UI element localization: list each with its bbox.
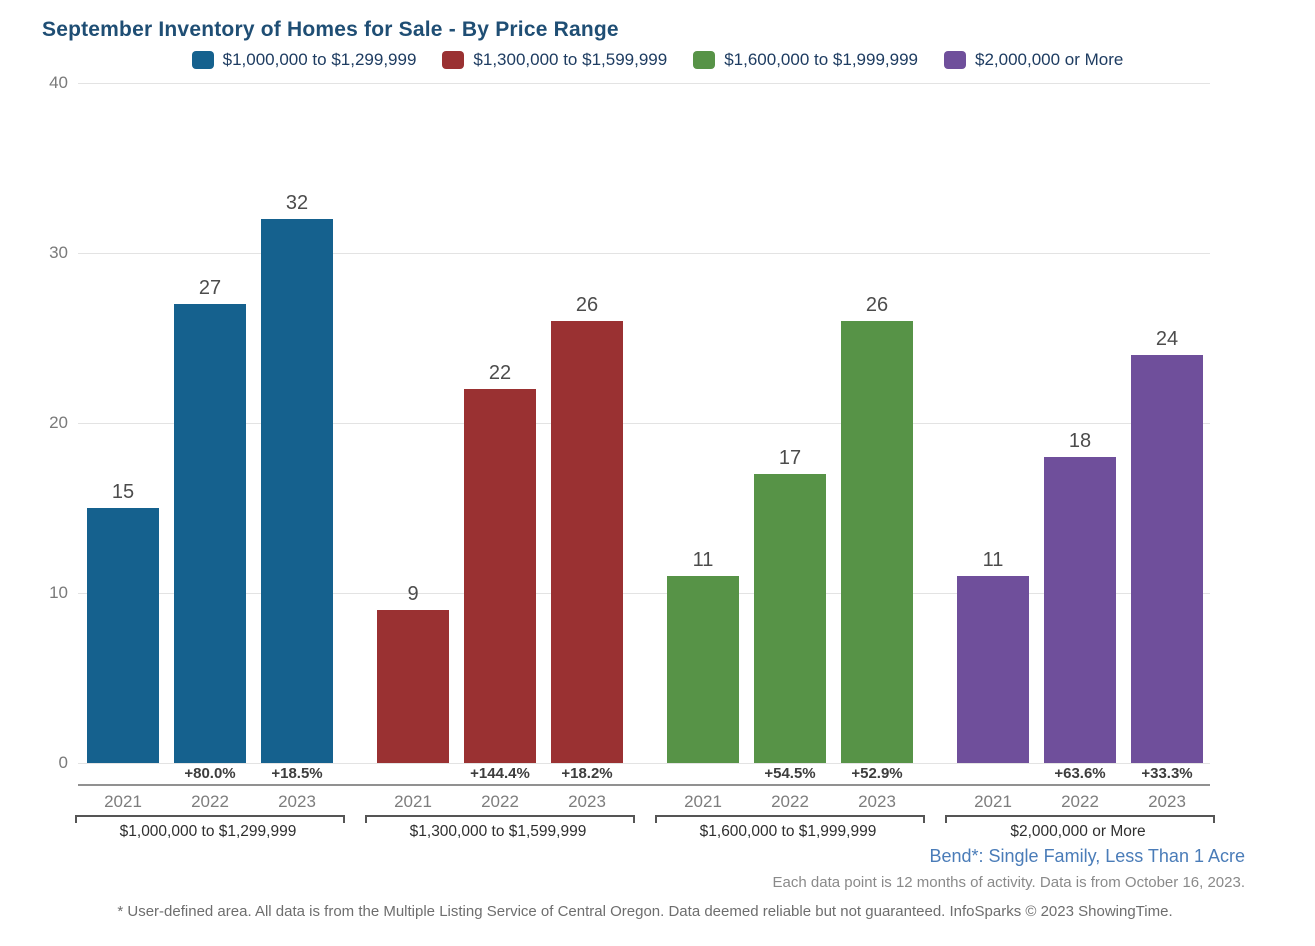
pct-change-label: +18.2% (561, 765, 613, 782)
pct-change-label: +33.3% (1141, 765, 1193, 782)
gridline (78, 423, 1210, 424)
group-label: $1,000,000 to $1,299,999 (119, 823, 297, 840)
legend-item[interactable]: $2,000,000 or More (944, 50, 1123, 70)
bar[interactable] (261, 219, 333, 763)
bar-value-label: 27 (198, 277, 222, 299)
bar-value-label: 17 (778, 447, 802, 469)
gridline (78, 593, 1210, 594)
legend-swatch-icon (191, 51, 214, 69)
group-label: $1,600,000 to $1,999,999 (699, 823, 877, 840)
pct-change-label: +52.9% (851, 765, 903, 782)
bar[interactable] (667, 576, 739, 763)
gridline (78, 253, 1210, 254)
bar-value-label: 26 (575, 294, 599, 316)
legend-label: $1,600,000 to $1,999,999 (724, 50, 918, 69)
y-axis-tick-label: 30 (49, 243, 68, 262)
bar[interactable] (1044, 457, 1116, 763)
bar-value-label: 11 (982, 549, 1004, 571)
bar[interactable] (1131, 355, 1203, 763)
bar[interactable] (174, 304, 246, 763)
area-filter-label: Bend*: Single Family, Less Than 1 Acre (929, 846, 1245, 866)
chart-legend: $1,000,000 to $1,299,999 $1,300,000 to $1… (0, 48, 1315, 72)
legend-item[interactable]: $1,600,000 to $1,999,999 (693, 50, 918, 70)
bar[interactable] (551, 321, 623, 763)
bar-value-label: 24 (1155, 328, 1179, 350)
pct-change-label: +63.6% (1054, 765, 1106, 782)
legend-label: $2,000,000 or More (975, 50, 1124, 69)
axis-separator-line (78, 784, 1210, 786)
legend-swatch-icon (693, 51, 716, 69)
year-label: 2021 (684, 792, 722, 811)
year-label: 2023 (858, 792, 896, 811)
y-axis-tick-label: 20 (49, 413, 68, 432)
bar-value-label: 32 (285, 192, 309, 214)
data-source-date-label: Each data point is 12 months of activity… (772, 874, 1245, 891)
legend-swatch-icon (442, 51, 465, 69)
gridline (78, 83, 1210, 84)
year-label: 2022 (771, 792, 809, 811)
group-bracket (75, 815, 345, 823)
group-label: $2,000,000 or More (1010, 823, 1146, 840)
legend-item[interactable]: $1,300,000 to $1,599,999 (442, 50, 667, 70)
year-label: 2022 (481, 792, 519, 811)
year-label: 2021 (394, 792, 432, 811)
bar-value-label: 26 (865, 294, 889, 316)
legend-item[interactable]: $1,000,000 to $1,299,999 (191, 50, 417, 70)
legend-swatch-icon (944, 51, 966, 69)
pct-change-label: +80.0% (184, 765, 236, 782)
year-label: 2023 (568, 792, 606, 811)
disclaimer-text: * User-defined area. All data is from th… (117, 903, 1173, 920)
legend-label: $1,300,000 to $1,599,999 (473, 50, 668, 69)
legend-label: $1,000,000 to $1,299,999 (222, 50, 417, 69)
bar[interactable] (957, 576, 1029, 763)
bar-value-label: 11 (692, 549, 714, 571)
year-label: 2023 (1148, 792, 1186, 811)
pct-change-label: +18.5% (271, 765, 323, 782)
year-label: 2021 (104, 792, 142, 811)
year-label: 2021 (974, 792, 1012, 811)
group-bracket (945, 815, 1215, 823)
group-label: $1,300,000 to $1,599,999 (409, 823, 587, 840)
year-label: 2023 (278, 792, 316, 811)
bar-value-label: 18 (1068, 430, 1092, 452)
gridline (78, 763, 1210, 764)
bar-value-label: 22 (488, 362, 512, 384)
pct-change-label: +54.5% (764, 765, 816, 782)
bar-value-label: 9 (407, 583, 419, 605)
bar[interactable] (377, 610, 449, 763)
bar[interactable] (464, 389, 536, 763)
group-bracket (655, 815, 925, 823)
pct-change-label: +144.4% (470, 765, 530, 782)
y-axis-tick-label: 10 (49, 583, 68, 602)
page-title: September Inventory of Homes for Sale - … (42, 18, 619, 41)
bar[interactable] (754, 474, 826, 763)
bar[interactable] (841, 321, 913, 763)
y-axis-tick-label: 0 (58, 753, 68, 772)
year-label: 2022 (1061, 792, 1099, 811)
year-label: 2022 (191, 792, 229, 811)
bar-value-label: 15 (111, 481, 135, 503)
group-bracket (365, 815, 635, 823)
y-axis-tick-label: 40 (49, 73, 68, 92)
bar[interactable] (87, 508, 159, 763)
